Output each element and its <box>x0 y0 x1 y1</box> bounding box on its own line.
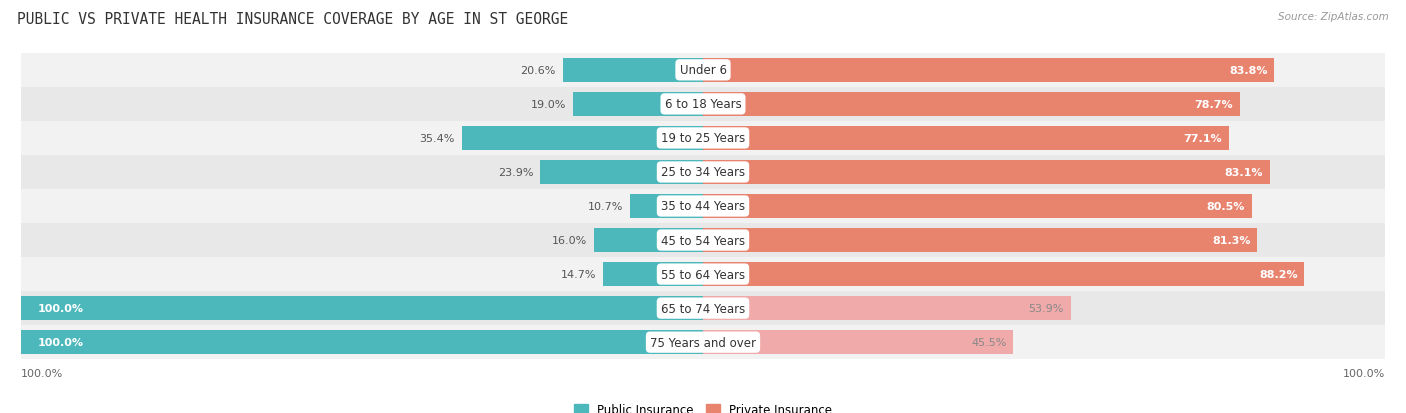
Text: 35 to 44 Years: 35 to 44 Years <box>661 200 745 213</box>
Text: 100.0%: 100.0% <box>21 368 63 378</box>
Bar <box>21 296 703 320</box>
Text: 53.9%: 53.9% <box>1028 304 1064 313</box>
Text: 75 Years and over: 75 Years and over <box>650 336 756 349</box>
Text: Source: ZipAtlas.com: Source: ZipAtlas.com <box>1278 12 1389 22</box>
Text: 78.7%: 78.7% <box>1194 100 1233 109</box>
Bar <box>21 88 1385 121</box>
Bar <box>21 330 703 354</box>
Bar <box>703 126 1229 151</box>
Bar <box>603 262 703 287</box>
Bar <box>540 160 703 185</box>
Bar <box>703 160 1270 185</box>
Text: 20.6%: 20.6% <box>520 66 555 76</box>
Bar <box>21 54 1385 88</box>
Text: 88.2%: 88.2% <box>1258 269 1298 280</box>
Bar <box>703 93 1240 117</box>
Text: 77.1%: 77.1% <box>1184 133 1222 144</box>
Bar <box>21 223 1385 257</box>
Text: 55 to 64 Years: 55 to 64 Years <box>661 268 745 281</box>
Text: 83.1%: 83.1% <box>1225 168 1263 178</box>
Bar <box>703 228 1257 253</box>
Text: 25 to 34 Years: 25 to 34 Years <box>661 166 745 179</box>
Bar <box>630 194 703 219</box>
Bar <box>21 325 1385 359</box>
Text: 19.0%: 19.0% <box>531 100 567 109</box>
Text: 14.7%: 14.7% <box>561 269 596 280</box>
Text: 65 to 74 Years: 65 to 74 Years <box>661 302 745 315</box>
Bar <box>21 257 1385 292</box>
Text: 10.7%: 10.7% <box>588 202 623 211</box>
Legend: Public Insurance, Private Insurance: Public Insurance, Private Insurance <box>569 398 837 413</box>
Text: 100.0%: 100.0% <box>38 304 84 313</box>
Text: 45.5%: 45.5% <box>972 337 1007 347</box>
Text: 19 to 25 Years: 19 to 25 Years <box>661 132 745 145</box>
Bar <box>703 330 1014 354</box>
Text: 100.0%: 100.0% <box>38 337 84 347</box>
Bar <box>21 156 1385 190</box>
Bar <box>574 93 703 117</box>
Text: 100.0%: 100.0% <box>1343 368 1385 378</box>
Text: 81.3%: 81.3% <box>1212 235 1250 245</box>
Text: 23.9%: 23.9% <box>498 168 533 178</box>
Text: 16.0%: 16.0% <box>551 235 588 245</box>
Text: 83.8%: 83.8% <box>1229 66 1268 76</box>
Bar <box>593 228 703 253</box>
Bar <box>703 194 1251 219</box>
Bar <box>21 121 1385 156</box>
Text: PUBLIC VS PRIVATE HEALTH INSURANCE COVERAGE BY AGE IN ST GEORGE: PUBLIC VS PRIVATE HEALTH INSURANCE COVER… <box>17 12 568 27</box>
Bar <box>562 59 703 83</box>
Text: Under 6: Under 6 <box>679 64 727 77</box>
Text: 45 to 54 Years: 45 to 54 Years <box>661 234 745 247</box>
Text: 6 to 18 Years: 6 to 18 Years <box>665 98 741 111</box>
Text: 80.5%: 80.5% <box>1206 202 1246 211</box>
Bar <box>461 126 703 151</box>
Bar <box>21 292 1385 325</box>
Bar <box>703 262 1305 287</box>
Text: 35.4%: 35.4% <box>419 133 454 144</box>
Bar <box>21 190 1385 223</box>
Bar <box>703 59 1274 83</box>
Bar <box>703 296 1070 320</box>
